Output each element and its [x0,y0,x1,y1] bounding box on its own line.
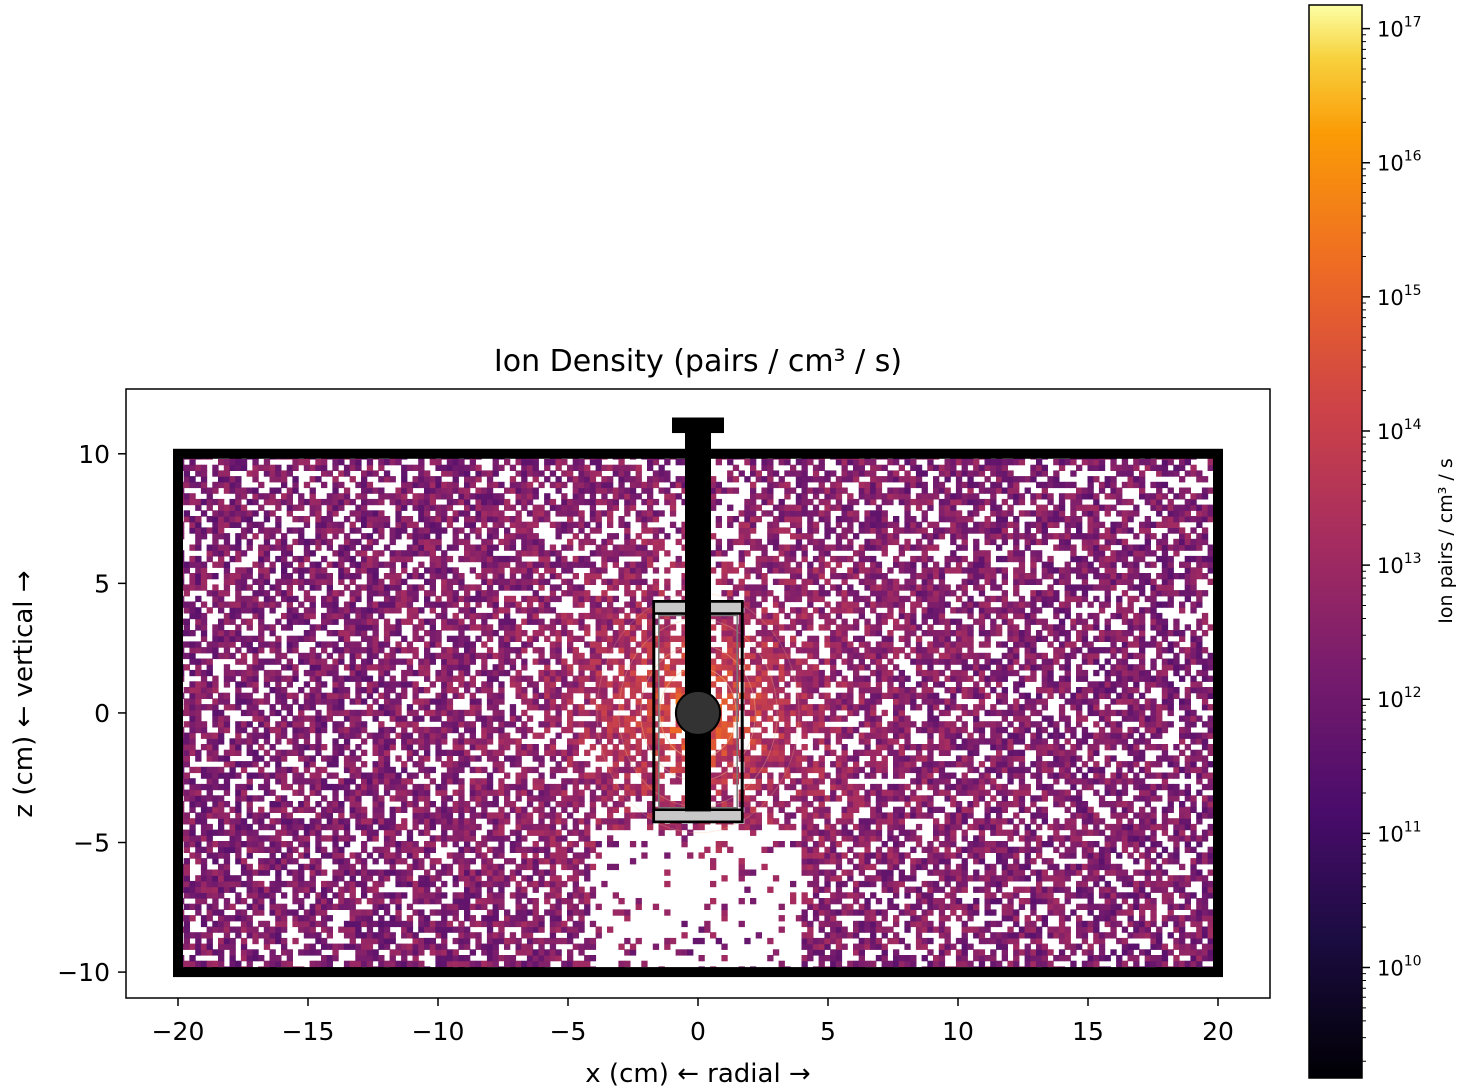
colorbar-tick-label: 1010 [1377,953,1422,980]
colorbar-tick-label: 1011 [1377,819,1422,846]
x-tick-label: 5 [820,1017,836,1046]
x-tick-label: −20 [152,1017,205,1046]
y-tick-label: 5 [94,569,110,598]
x-tick-label: −5 [550,1017,587,1046]
x-tick-label: 15 [1072,1017,1104,1046]
x-tick-label: 10 [942,1017,974,1046]
colorbar-tick-label: 1016 [1377,149,1422,176]
y-axis-ticks: −10 −5 0 5 10 [57,440,126,987]
x-axis-ticks: −20 −15 −10 −5 0 5 10 15 20 [152,998,1234,1046]
source-sphere [674,689,722,737]
source-stem [685,422,711,812]
x-tick-label: 0 [690,1017,706,1046]
colorbar-ticks: 1010 1011 1012 1013 1014 1015 1016 1017 [1362,15,1422,1062]
y-tick-label: −5 [73,829,110,858]
y-tick-label: −10 [57,958,110,987]
colorbar [1308,4,1363,1079]
colorbar-tick-label: 1017 [1377,15,1422,42]
holder-bottom-plate [652,808,744,824]
chart-title: Ion Density (pairs / cm³ / s) [494,344,902,379]
chamber-geometry [173,417,1223,978]
colorbar-tick-label: 1012 [1377,685,1422,712]
colorbar-label: Ion pairs / cm³ / s [1435,458,1457,623]
colorbar-tick-label: 1014 [1377,417,1422,444]
x-tick-label: 20 [1202,1017,1234,1046]
colorbar-tick-label: 1015 [1377,283,1422,310]
x-tick-label: −15 [282,1017,335,1046]
stem-cap [672,417,724,434]
y-axis-label: z (cm) ← vertical → [9,570,39,817]
y-tick-label: 10 [78,440,110,469]
ion-density-field [178,453,1218,973]
x-axis-label: x (cm) ← radial → [585,1059,810,1089]
x-tick-label: −10 [412,1017,465,1046]
y-tick-label: 0 [94,699,110,728]
colorbar-tick-label: 1013 [1377,551,1422,578]
